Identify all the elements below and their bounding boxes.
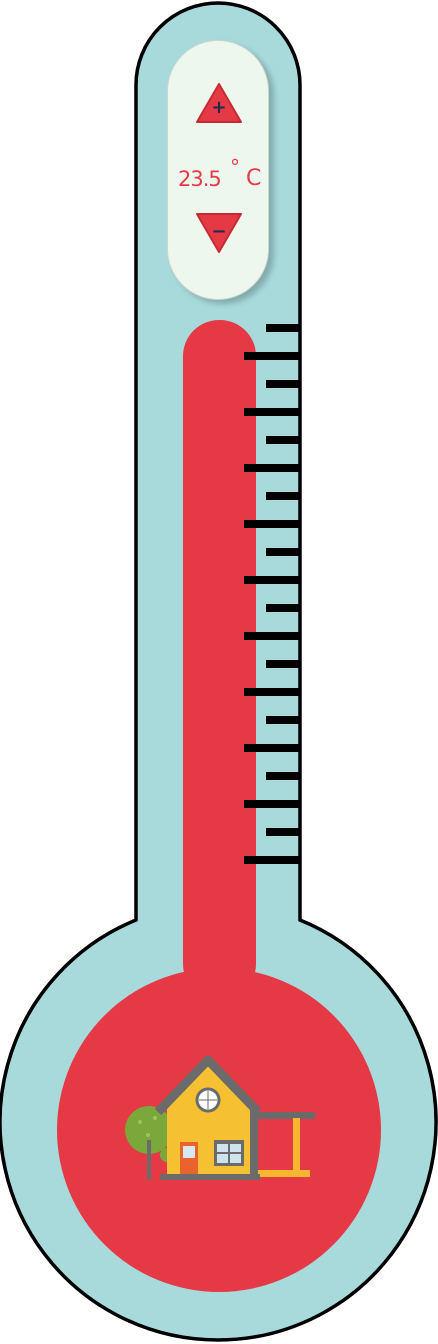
degree-symbol: ° [230, 155, 240, 179]
major-tick [244, 856, 300, 864]
major-tick [244, 744, 300, 752]
temperature-readout: 23.5 ° C [168, 155, 270, 197]
major-tick [244, 800, 300, 808]
major-tick [244, 576, 300, 584]
mercury-column [183, 320, 256, 1000]
plus-icon: + [211, 97, 226, 118]
minor-tick [266, 324, 300, 332]
thermostat-control-panel: + 23.5 ° C − [167, 40, 269, 300]
temperature-unit: C [246, 166, 262, 191]
minus-icon: − [211, 221, 226, 242]
major-tick [244, 688, 300, 696]
temperature-value: 23.5 [178, 167, 222, 191]
major-tick [244, 464, 300, 472]
minor-tick [266, 828, 300, 836]
minor-tick [266, 772, 300, 780]
major-tick [244, 408, 300, 416]
temperature-scale [244, 324, 300, 864]
minor-tick [266, 604, 300, 612]
minor-tick [266, 548, 300, 556]
house-with-tree-icon [125, 1055, 315, 1180]
major-tick [244, 520, 300, 528]
increase-temperature-button[interactable]: + [194, 81, 244, 125]
minor-tick [266, 380, 300, 388]
minor-tick [266, 436, 300, 444]
minor-tick [266, 492, 300, 500]
minor-tick [266, 660, 300, 668]
major-tick [244, 632, 300, 640]
decrease-temperature-button[interactable]: − [194, 211, 244, 255]
major-tick [244, 352, 300, 360]
minor-tick [266, 716, 300, 724]
